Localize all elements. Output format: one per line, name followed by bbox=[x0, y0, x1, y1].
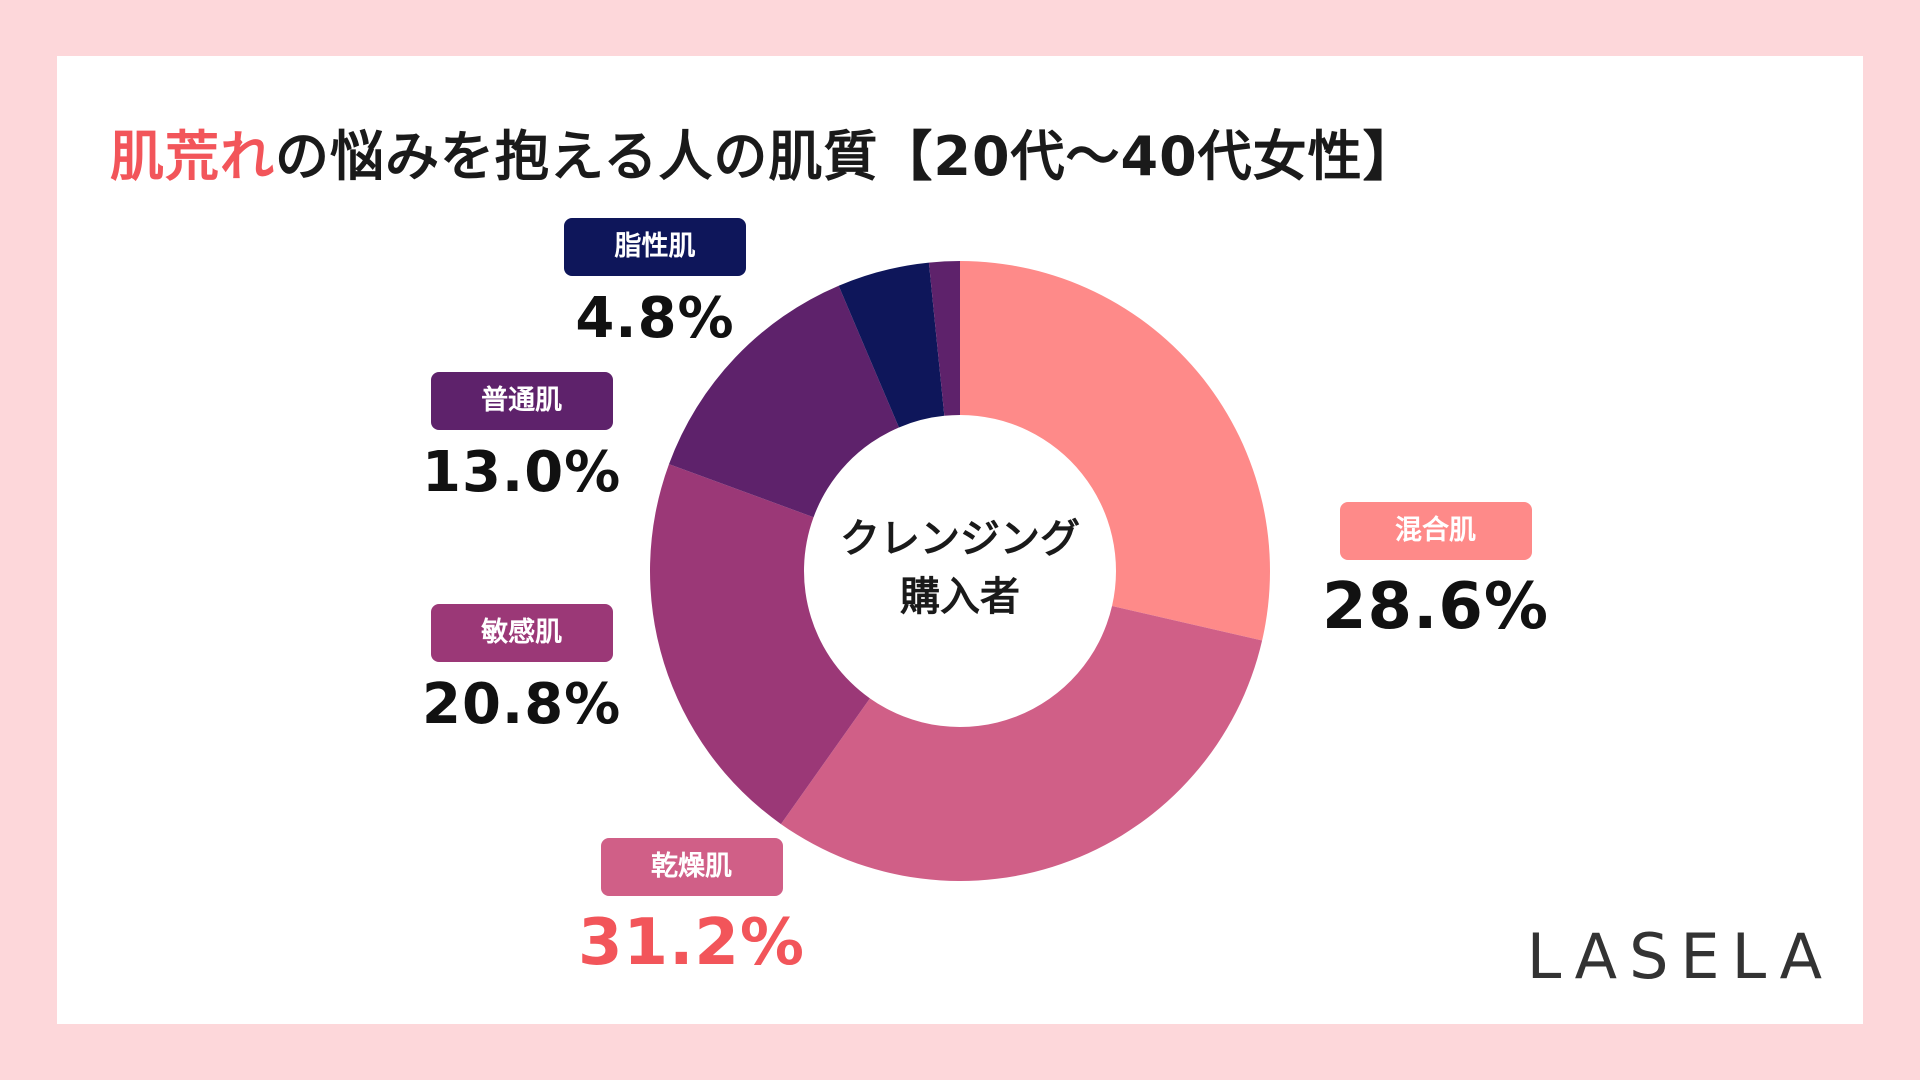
donut-slice-4 bbox=[838, 262, 945, 428]
slice-value-mixed: 28.6% bbox=[1322, 570, 1550, 644]
donut-slice-5 bbox=[928, 261, 960, 416]
slice-value-sensitive: 20.8% bbox=[422, 672, 622, 737]
slice-value-oily: 4.8% bbox=[575, 286, 735, 351]
label-group-oily: 脂性肌 4.8% bbox=[564, 218, 746, 351]
slice-tag-dry: 乾燥肌 bbox=[600, 838, 783, 896]
donut-slice-1 bbox=[780, 605, 1263, 881]
donut-center-label: クレンジング 購入者 bbox=[800, 510, 1120, 626]
slice-tag-mixed: 混合肌 bbox=[1339, 502, 1532, 560]
label-group-mixed: 混合肌 28.6% bbox=[1322, 502, 1549, 644]
label-group-normal: 普通肌 13.0% bbox=[422, 372, 621, 505]
slice-value-normal: 13.0% bbox=[422, 440, 622, 505]
center-line-2: 購入者 bbox=[900, 574, 1020, 620]
center-line-1: クレンジング bbox=[840, 516, 1080, 562]
donut-slice-2 bbox=[649, 464, 870, 825]
slice-tag-oily: 脂性肌 bbox=[564, 218, 746, 276]
slice-tag-normal: 普通肌 bbox=[430, 372, 613, 430]
chart-title: 肌荒れの悩みを抱える人の肌質【20代〜40代女性】 bbox=[110, 112, 1418, 191]
slice-tag-sensitive: 敏感肌 bbox=[430, 604, 613, 662]
donut-slice-3 bbox=[668, 285, 899, 518]
donut-slice-0 bbox=[960, 261, 1270, 641]
slice-value-dry: 31.2% bbox=[578, 906, 806, 980]
title-rest: の悩みを抱える人の肌質【20代〜40代女性】 bbox=[275, 125, 1418, 188]
label-group-dry: 乾燥肌 31.2% bbox=[578, 838, 805, 980]
lasela-logo: LASELA bbox=[1526, 920, 1834, 993]
label-group-sensitive: 敏感肌 20.8% bbox=[422, 604, 621, 737]
title-accent: 肌荒れ bbox=[110, 125, 275, 188]
